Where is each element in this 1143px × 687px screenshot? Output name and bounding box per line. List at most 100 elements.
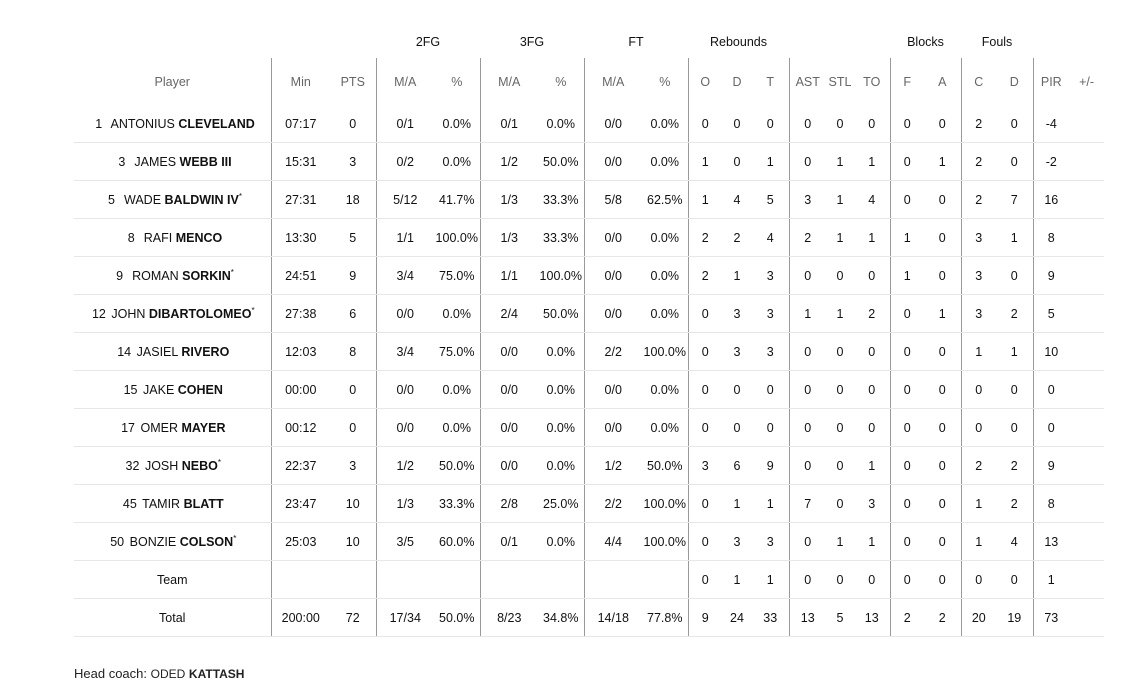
player-number: 3 (118, 154, 126, 169)
stat-min (270, 560, 330, 599)
stat-blk-f: 0 (889, 560, 924, 599)
stat-fg2-pct: 0.0% (434, 142, 480, 181)
player-name-cell[interactable]: 45 TAMIR BLATT (74, 484, 271, 523)
player-name-cell[interactable]: 32 JOSH NEBO* (74, 446, 271, 485)
player-last-name: DIBARTOLOMEO (148, 306, 252, 321)
stat-stl: 0 (826, 484, 854, 523)
col-header-foul-c[interactable]: C (960, 58, 997, 105)
player-row: 32 JOSH NEBO* 22:37 3 1/2 50.0% 0/0 0.0% 1/2 50.… (74, 446, 1105, 485)
stat-pts: 0 (330, 105, 376, 143)
col-header-pir[interactable]: PIR (1032, 58, 1070, 105)
stat-to: 0 (854, 370, 890, 409)
stat-foul-d: 1 (996, 332, 1034, 371)
stat-fg2-pct: 0.0% (434, 105, 480, 143)
stat-reb-d: 2 (722, 218, 752, 257)
player-row: 14 JASIEL RIVERO 12:03 8 3/4 75.0% 0/0 0.0% 2/2… (74, 332, 1105, 371)
player-last-name: BLATT (183, 496, 224, 511)
stat-blk-f: 0 (889, 105, 924, 143)
player-number: 12 (91, 306, 106, 321)
col-header-stl[interactable]: STL (828, 74, 852, 89)
player-name-cell[interactable]: 50 BONZIE COLSON* (74, 522, 271, 561)
stat-foul-c: 0 (960, 370, 997, 409)
stat-fg3-ma: 1/1 (479, 256, 538, 295)
stat-reb-d: 3 (722, 522, 752, 561)
player-name-cell[interactable]: 9 ROMAN SORKIN* (74, 256, 271, 295)
stat-foul-d: 7 (996, 180, 1034, 219)
stat-fg2-ma: 0/0 (375, 370, 434, 409)
stat-fg2-pct: 60.0% (434, 522, 480, 561)
player-last-name: COHEN (177, 382, 223, 397)
stat-ast: 2 (788, 218, 826, 257)
col-header-player[interactable]: Player (154, 74, 190, 89)
col-header-blk-a[interactable]: A (938, 74, 947, 89)
stat-reb-d: 1 (722, 560, 752, 599)
stat-min: 200:00 (270, 598, 330, 637)
player-first-name: ROMAN (132, 268, 179, 283)
stat-fg3-pct: 0.0% (538, 522, 584, 561)
group-header-3fg: 3FG (519, 35, 545, 49)
player-name-cell[interactable]: 14 JASIEL RIVERO (74, 332, 271, 371)
stat-pir: -2 (1032, 142, 1070, 181)
col-header-3fg-pct[interactable]: % (555, 74, 567, 89)
stat-blk-a: 0 (924, 370, 962, 409)
stat-min: 13:30 (270, 218, 330, 257)
stat-reb-o: 9 (687, 598, 722, 637)
col-header-to[interactable]: TO (863, 74, 881, 89)
player-name-cell[interactable]: 15 JAKE COHEN (74, 370, 271, 409)
player-row: 9 ROMAN SORKIN* 24:51 9 3/4 75.0% 1/1 100.0% 0/… (74, 256, 1105, 295)
col-header-pts[interactable]: PTS (340, 74, 365, 89)
stat-reb-t: 3 (752, 294, 789, 333)
stat-ft-ma: 0/0 (583, 142, 642, 181)
player-row: 5 WADE BALDWIN IV* 27:31 18 5/12 41.7% 1/3 33.… (74, 180, 1105, 219)
stat-foul-c: 2 (960, 105, 997, 143)
player-last-name: NEBO (181, 458, 218, 473)
stat-fg2-pct: 0.0% (434, 408, 480, 447)
group-header-2fg: 2FG (415, 35, 441, 49)
col-header-blk-f[interactable]: F (889, 58, 924, 105)
col-header-ft-pct[interactable]: % (659, 74, 671, 89)
col-header-min[interactable]: Min (270, 58, 330, 105)
starter-marker: * (251, 305, 255, 315)
box-score-table: 2FG 3FG FT Rebounds Blocks Fouls Player … (74, 26, 1105, 637)
stat-pm (1069, 256, 1105, 295)
stat-pir: 5 (1032, 294, 1070, 333)
player-name-cell[interactable]: 1 ANTONIUS CLEVELAND (74, 105, 271, 143)
player-name-cell[interactable]: 8 RAFI MENCO (74, 218, 271, 257)
stat-min: 27:31 (270, 180, 330, 219)
group-header-blocks: Blocks (907, 35, 944, 49)
player-number: 45 (122, 496, 137, 511)
stat-reb-d: 1 (722, 484, 752, 523)
player-last-name: SORKIN (182, 268, 231, 283)
player-name-cell[interactable]: 3 JAMES WEBB III (74, 142, 271, 181)
stat-reb-t: 3 (752, 332, 789, 371)
stat-foul-c: 2 (960, 446, 997, 485)
player-first-name: JAKE (143, 382, 175, 397)
stat-pir: 73 (1032, 598, 1070, 637)
player-name-cell[interactable]: 12 JOHN DIBARTOLOMEO* (74, 294, 271, 333)
stat-pm (1069, 105, 1105, 143)
col-header-reb-d[interactable]: D (732, 74, 742, 89)
col-header-3fg-ma[interactable]: M/A (479, 58, 538, 105)
stat-reb-o: 0 (687, 484, 722, 523)
col-header-2fg-ma[interactable]: M/A (375, 58, 434, 105)
stat-reb-o: 2 (687, 218, 722, 257)
stat-fg3-ma: 1/3 (479, 218, 538, 257)
col-header-ast[interactable]: AST (788, 58, 826, 105)
col-header-reb-t[interactable]: T (766, 74, 775, 89)
player-first-name: BONZIE (129, 534, 177, 549)
col-header-reb-o[interactable]: O (687, 58, 722, 105)
player-name-cell[interactable]: 17 OMER MAYER (74, 408, 271, 447)
stat-ft-ma: 14/18 (583, 598, 642, 637)
group-header-ft: FT (628, 35, 644, 49)
player-name-cell[interactable]: 5 WADE BALDWIN IV* (74, 180, 271, 219)
stat-fg3-pct: 25.0% (538, 484, 584, 523)
stat-pir: 13 (1032, 522, 1070, 561)
col-header-plus-minus[interactable]: +/- (1079, 74, 1094, 89)
col-header-ft-ma[interactable]: M/A (583, 58, 642, 105)
col-header-2fg-pct[interactable]: % (451, 74, 463, 89)
stat-ft-ma: 4/4 (583, 522, 642, 561)
col-header-foul-d[interactable]: D (1009, 74, 1019, 89)
head-coach-last-name: KATTASH (188, 667, 245, 681)
stat-pm (1069, 294, 1105, 333)
stat-foul-d: 0 (996, 105, 1034, 143)
